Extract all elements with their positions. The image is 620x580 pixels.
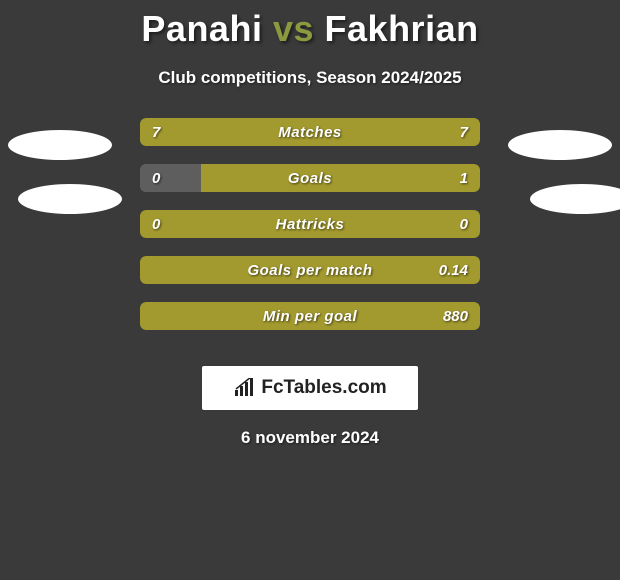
avatar-placeholder-left-2	[18, 184, 122, 214]
stat-label: Matches	[140, 118, 480, 146]
chart-icon	[233, 378, 257, 398]
stat-label: Min per goal	[140, 302, 480, 330]
stat-row-matches: 7 Matches 7	[140, 118, 480, 146]
stat-row-hattricks: 0 Hattricks 0	[140, 210, 480, 238]
stat-row-min-per-goal: Min per goal 880	[140, 302, 480, 330]
page-title: Panahi vs Fakhrian	[0, 0, 620, 50]
player2-name: Fakhrian	[325, 8, 479, 49]
stat-value-right: 880	[443, 302, 468, 330]
player1-name: Panahi	[141, 8, 262, 49]
chart-area: 7 Matches 7 0 Goals 1 0 Hattricks 0	[0, 118, 620, 358]
subtitle: Club competitions, Season 2024/2025	[0, 68, 620, 88]
branding-text: FcTables.com	[261, 377, 386, 399]
stat-rows: 7 Matches 7 0 Goals 1 0 Hattricks 0	[140, 118, 480, 348]
stat-value-right: 1	[460, 164, 468, 192]
stat-row-goals-per-match: Goals per match 0.14	[140, 256, 480, 284]
vs-label: vs	[273, 8, 314, 49]
avatar-placeholder-left-1	[8, 130, 112, 160]
stat-label: Goals	[140, 164, 480, 192]
stat-value-right: 7	[460, 118, 468, 146]
stat-row-goals: 0 Goals 1	[140, 164, 480, 192]
stat-label: Goals per match	[140, 256, 480, 284]
date-label: 6 november 2024	[0, 428, 620, 448]
branding-badge[interactable]: FcTables.com	[202, 366, 418, 410]
stat-value-right: 0.14	[439, 256, 468, 284]
avatar-placeholder-right-1	[508, 130, 612, 160]
avatar-placeholder-right-2	[530, 184, 620, 214]
stat-label: Hattricks	[140, 210, 480, 238]
branding-inner: FcTables.com	[233, 377, 386, 399]
comparison-widget: Panahi vs Fakhrian Club competitions, Se…	[0, 0, 620, 580]
stat-value-right: 0	[460, 210, 468, 238]
